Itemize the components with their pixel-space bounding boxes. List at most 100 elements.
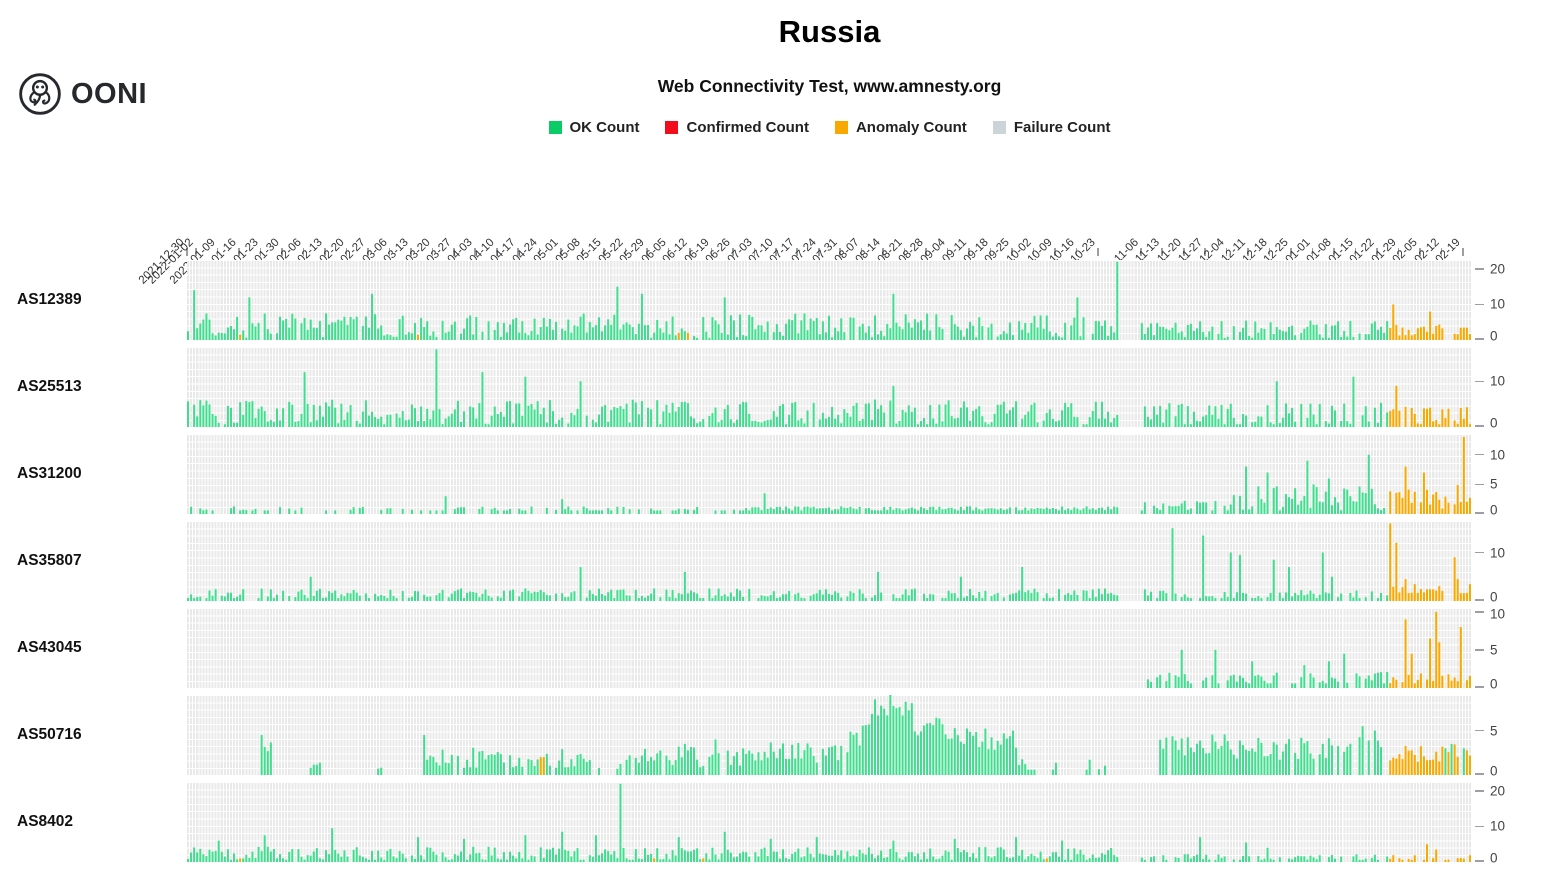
- bar-ok[interactable]: [877, 409, 880, 427]
- bar-ok[interactable]: [1094, 320, 1097, 340]
- bar-ok[interactable]: [1383, 508, 1386, 514]
- bar-ok[interactable]: [1054, 333, 1057, 340]
- bar-ok[interactable]: [597, 510, 600, 514]
- bar-ok[interactable]: [352, 589, 355, 601]
- bar-ok[interactable]: [1061, 410, 1064, 427]
- bar-ok[interactable]: [432, 410, 435, 427]
- bar-ok[interactable]: [674, 598, 677, 601]
- bar-anomaly[interactable]: [1422, 408, 1425, 427]
- bar-ok[interactable]: [279, 316, 282, 340]
- bar-ok[interactable]: [392, 336, 395, 340]
- bar-ok[interactable]: [766, 321, 769, 340]
- bar-anomaly[interactable]: [1426, 760, 1429, 775]
- bar-ok[interactable]: [444, 418, 447, 427]
- bar-ok[interactable]: [775, 758, 778, 775]
- bar-anomaly[interactable]: [1453, 420, 1456, 427]
- bar-ok[interactable]: [1238, 740, 1241, 775]
- bar-ok[interactable]: [941, 421, 944, 427]
- bar-anomaly[interactable]: [1432, 494, 1435, 514]
- bar-ok[interactable]: [1315, 324, 1318, 340]
- bar-ok[interactable]: [239, 594, 242, 601]
- bar-ok[interactable]: [1272, 742, 1275, 775]
- bar-ok[interactable]: [318, 405, 321, 427]
- bar-ok[interactable]: [993, 413, 996, 427]
- bar-ok[interactable]: [1349, 592, 1352, 601]
- bar-ok[interactable]: [358, 855, 361, 862]
- bar-ok[interactable]: [1297, 758, 1300, 775]
- bar-ok[interactable]: [567, 506, 570, 514]
- bar-ok[interactable]: [699, 598, 702, 601]
- bar-ok[interactable]: [367, 415, 370, 427]
- bar-ok[interactable]: [745, 507, 748, 514]
- bar-anomaly[interactable]: [1429, 311, 1432, 340]
- bar-anomaly[interactable]: [1438, 586, 1441, 601]
- bar-anomaly[interactable]: [1413, 683, 1416, 688]
- bar-ok[interactable]: [788, 591, 791, 601]
- bar-ok[interactable]: [1370, 858, 1373, 862]
- bar-ok[interactable]: [1260, 598, 1263, 601]
- bar-ok[interactable]: [708, 415, 711, 427]
- bar-ok[interactable]: [794, 402, 797, 427]
- bar-ok[interactable]: [689, 851, 693, 862]
- bar-ok[interactable]: [435, 336, 438, 340]
- bar-ok[interactable]: [524, 376, 527, 427]
- bar-ok[interactable]: [306, 855, 309, 862]
- bar-ok[interactable]: [441, 749, 444, 775]
- bar-ok[interactable]: [601, 510, 604, 514]
- bar-ok[interactable]: [398, 417, 401, 427]
- bar-anomaly[interactable]: [1413, 754, 1416, 775]
- bar-ok[interactable]: [1232, 859, 1235, 862]
- bar-ok[interactable]: [361, 411, 364, 427]
- bar-ok[interactable]: [699, 421, 702, 427]
- bar-ok[interactable]: [478, 403, 481, 427]
- bar-ok[interactable]: [1324, 491, 1327, 514]
- bar-ok[interactable]: [435, 349, 438, 427]
- bar-ok[interactable]: [677, 837, 680, 862]
- bar-ok[interactable]: [849, 731, 852, 775]
- bar-ok[interactable]: [769, 507, 772, 514]
- bar-anomaly[interactable]: [1416, 679, 1419, 688]
- bar-ok[interactable]: [634, 333, 637, 340]
- bar-ok[interactable]: [683, 331, 686, 340]
- bar-ok[interactable]: [781, 404, 785, 427]
- bar-ok[interactable]: [824, 755, 827, 775]
- bar-ok[interactable]: [1346, 682, 1349, 688]
- bar-ok[interactable]: [1079, 336, 1082, 340]
- bar-ok[interactable]: [208, 849, 211, 862]
- bar-ok[interactable]: [398, 851, 401, 862]
- bar-ok[interactable]: [653, 510, 656, 514]
- bar-ok[interactable]: [757, 856, 760, 862]
- bar-anomaly[interactable]: [1398, 754, 1401, 775]
- bar-ok[interactable]: [1330, 325, 1333, 340]
- bar-ok[interactable]: [778, 858, 781, 862]
- bar-ok[interactable]: [870, 419, 873, 427]
- bar-ok[interactable]: [923, 329, 926, 340]
- bar-ok[interactable]: [438, 593, 441, 601]
- bar-ok[interactable]: [321, 598, 324, 601]
- bar-ok[interactable]: [1251, 337, 1254, 340]
- bar-ok[interactable]: [726, 849, 729, 862]
- bar-ok[interactable]: [950, 859, 953, 862]
- bar-ok[interactable]: [818, 419, 821, 427]
- bar-ok[interactable]: [791, 320, 794, 340]
- bar-ok[interactable]: [585, 761, 588, 775]
- bar-ok[interactable]: [481, 859, 484, 862]
- bar-ok[interactable]: [1021, 567, 1024, 601]
- bar-ok[interactable]: [705, 853, 708, 862]
- bar-ok[interactable]: [990, 737, 993, 775]
- bar-ok[interactable]: [331, 592, 334, 601]
- bar-ok[interactable]: [279, 507, 282, 514]
- bar-ok[interactable]: [843, 409, 846, 427]
- bar-ok[interactable]: [217, 422, 220, 427]
- bar-ok[interactable]: [613, 314, 616, 340]
- bar-anomaly[interactable]: [1432, 681, 1435, 688]
- bar-ok[interactable]: [800, 418, 803, 427]
- bar-ok[interactable]: [1076, 297, 1079, 340]
- bar-ok[interactable]: [450, 754, 453, 775]
- bar-ok[interactable]: [781, 743, 785, 775]
- bar-ok[interactable]: [913, 319, 916, 340]
- bar-ok[interactable]: [1073, 416, 1076, 427]
- bar-ok[interactable]: [757, 421, 760, 427]
- bar-ok[interactable]: [1097, 418, 1100, 427]
- bar-ok[interactable]: [877, 510, 880, 514]
